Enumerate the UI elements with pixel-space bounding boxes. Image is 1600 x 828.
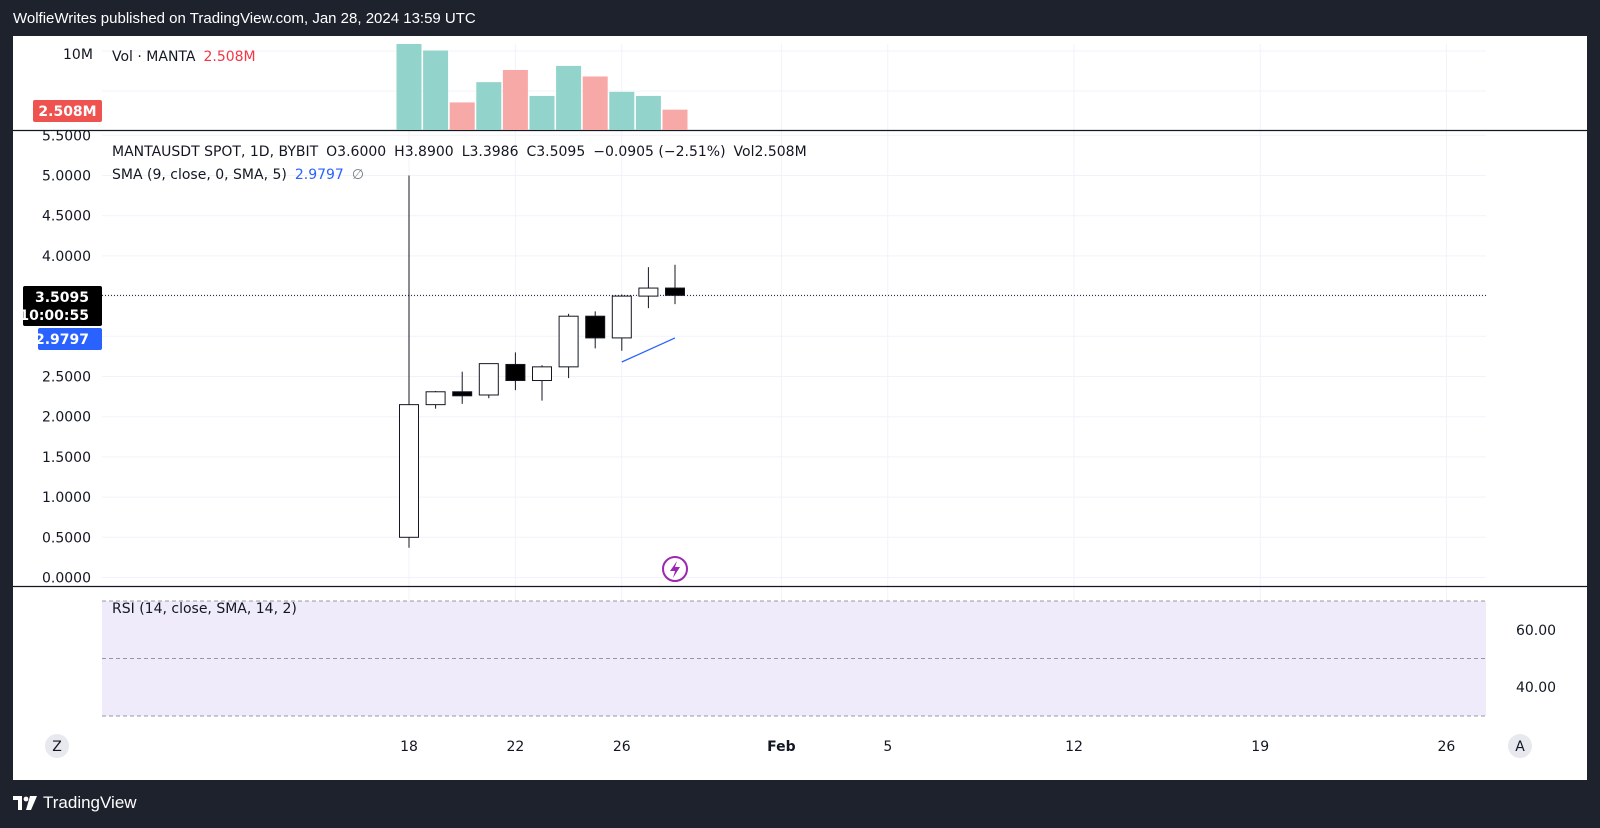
symbol-line: MANTAUSDT SPOT, 1D, BYBIT [112, 144, 319, 160]
price-axis-tick: 1.5000 [42, 450, 91, 466]
candle-body [425, 391, 446, 406]
time-axis-tick: 19 [1251, 739, 1269, 755]
time-axis-tick: Feb [767, 739, 796, 755]
legend-volume: Vol2.508M [734, 144, 807, 160]
time-axis-tick: 12 [1065, 739, 1083, 755]
price-axis-tick: 5.5000 [42, 128, 91, 144]
volume-legend-label: Vol · MANTA [112, 49, 196, 65]
price-axis-tick: 0.5000 [42, 530, 91, 546]
volume-bar [662, 109, 688, 130]
sma-line [621, 337, 676, 363]
volume-bar [582, 76, 608, 130]
reset-zoom-label: Z [52, 739, 62, 755]
tradingview-brand-text: TradingView [43, 793, 137, 812]
volume-bar [476, 82, 502, 130]
volume-current-tag: 2.508M [33, 100, 102, 122]
ohlc-open: O3.6000 [326, 144, 386, 160]
volume-legend-value: 2.508M [203, 49, 255, 65]
rsi-axis-tick: 60.00 [1516, 623, 1556, 639]
volume-bar [556, 65, 582, 130]
tradingview-logo-icon [13, 796, 37, 810]
volume-bar [635, 95, 661, 130]
sma-label: SMA (9, close, 0, SMA, 5) [112, 167, 287, 183]
candle-body [532, 366, 552, 382]
publish-header: WolfieWrites published on TradingView.co… [0, 0, 1600, 38]
time-axis-tick: 5 [883, 739, 892, 755]
auto-scale-button[interactable]: A [1508, 734, 1532, 758]
volume-scale-label: 10M [63, 47, 93, 63]
candle-body [478, 363, 499, 396]
rsi-band [102, 601, 1486, 716]
last-price-tag-text: 3.5095 [35, 290, 89, 306]
volume-current-tag-text: 2.508M [38, 104, 96, 120]
lightning-icon[interactable] [662, 556, 688, 582]
time-axis-tick: 22 [506, 739, 524, 755]
volume-bar [529, 95, 555, 130]
time-axis-tick: 18 [400, 739, 418, 755]
volume-bar [396, 44, 422, 130]
sma-legend: SMA (9, close, 0, SMA, 5) 2.9797 ∅ [112, 167, 364, 183]
ohlc-close: C3.5095 [526, 144, 585, 160]
sma-price-tag: 2.9797 [35, 328, 102, 350]
ohlc-high: H3.8900 [394, 144, 454, 160]
time-axis-tick: 26 [1437, 739, 1455, 755]
tradingview-brand[interactable]: TradingView [13, 793, 137, 813]
candle-body [611, 295, 632, 339]
auto-scale-label: A [1515, 739, 1525, 755]
price-change: −0.0905 (−2.51%) [593, 144, 725, 160]
symbol-legend: MANTAUSDT SPOT, 1D, BYBIT O3.6000 H3.8900 L… [112, 144, 807, 160]
reset-zoom-button[interactable]: Z [45, 734, 69, 758]
candle-body [585, 315, 606, 339]
sma-price-tag-text: 2.9797 [35, 332, 89, 348]
ohlc-low: L3.3986 [462, 144, 519, 160]
time-axis-tick: 26 [613, 739, 631, 755]
volume-bar [609, 91, 635, 130]
last-price-tag: 3.5095 10:00:55 [19, 286, 102, 326]
countdown-tag-text: 10:00:55 [19, 308, 89, 324]
candle-body [452, 391, 473, 397]
sma-extra: ∅ [352, 167, 364, 183]
price-axis-tick: 0.0000 [42, 571, 91, 587]
candle-body [399, 404, 419, 538]
price-axis-tick: 4.5000 [42, 209, 91, 225]
sma-value: 2.9797 [295, 167, 344, 183]
candle-body [638, 287, 659, 297]
chart-frame[interactable]: 10M Vol · MANTA 2.508M 2.508M MANTAUSDT S… [13, 36, 1587, 780]
volume-bar [449, 102, 475, 130]
rsi-axis-tick: 40.00 [1516, 680, 1556, 696]
publish-text: WolfieWrites published on TradingView.co… [13, 10, 476, 27]
price-axis-tick: 2.5000 [42, 370, 91, 386]
candle-body [665, 287, 685, 296]
price-axis-tick: 1.0000 [42, 490, 91, 506]
candle-body [505, 363, 526, 382]
rsi-legend: RSI (14, close, SMA, 14, 2) [112, 601, 297, 617]
price-axis-tick: 4.0000 [42, 249, 91, 265]
volume-bar [502, 69, 528, 130]
price-axis-tick: 5.0000 [42, 169, 91, 185]
volume-legend: Vol · MANTA 2.508M [112, 49, 256, 65]
footer-bar: TradingView [0, 780, 1600, 828]
volume-bar [423, 50, 449, 130]
candle-body [558, 315, 579, 368]
price-axis-tick: 2.0000 [42, 410, 91, 426]
chart-canvas[interactable]: 10M Vol · MANTA 2.508M 2.508M MANTAUSDT S… [13, 36, 1587, 780]
